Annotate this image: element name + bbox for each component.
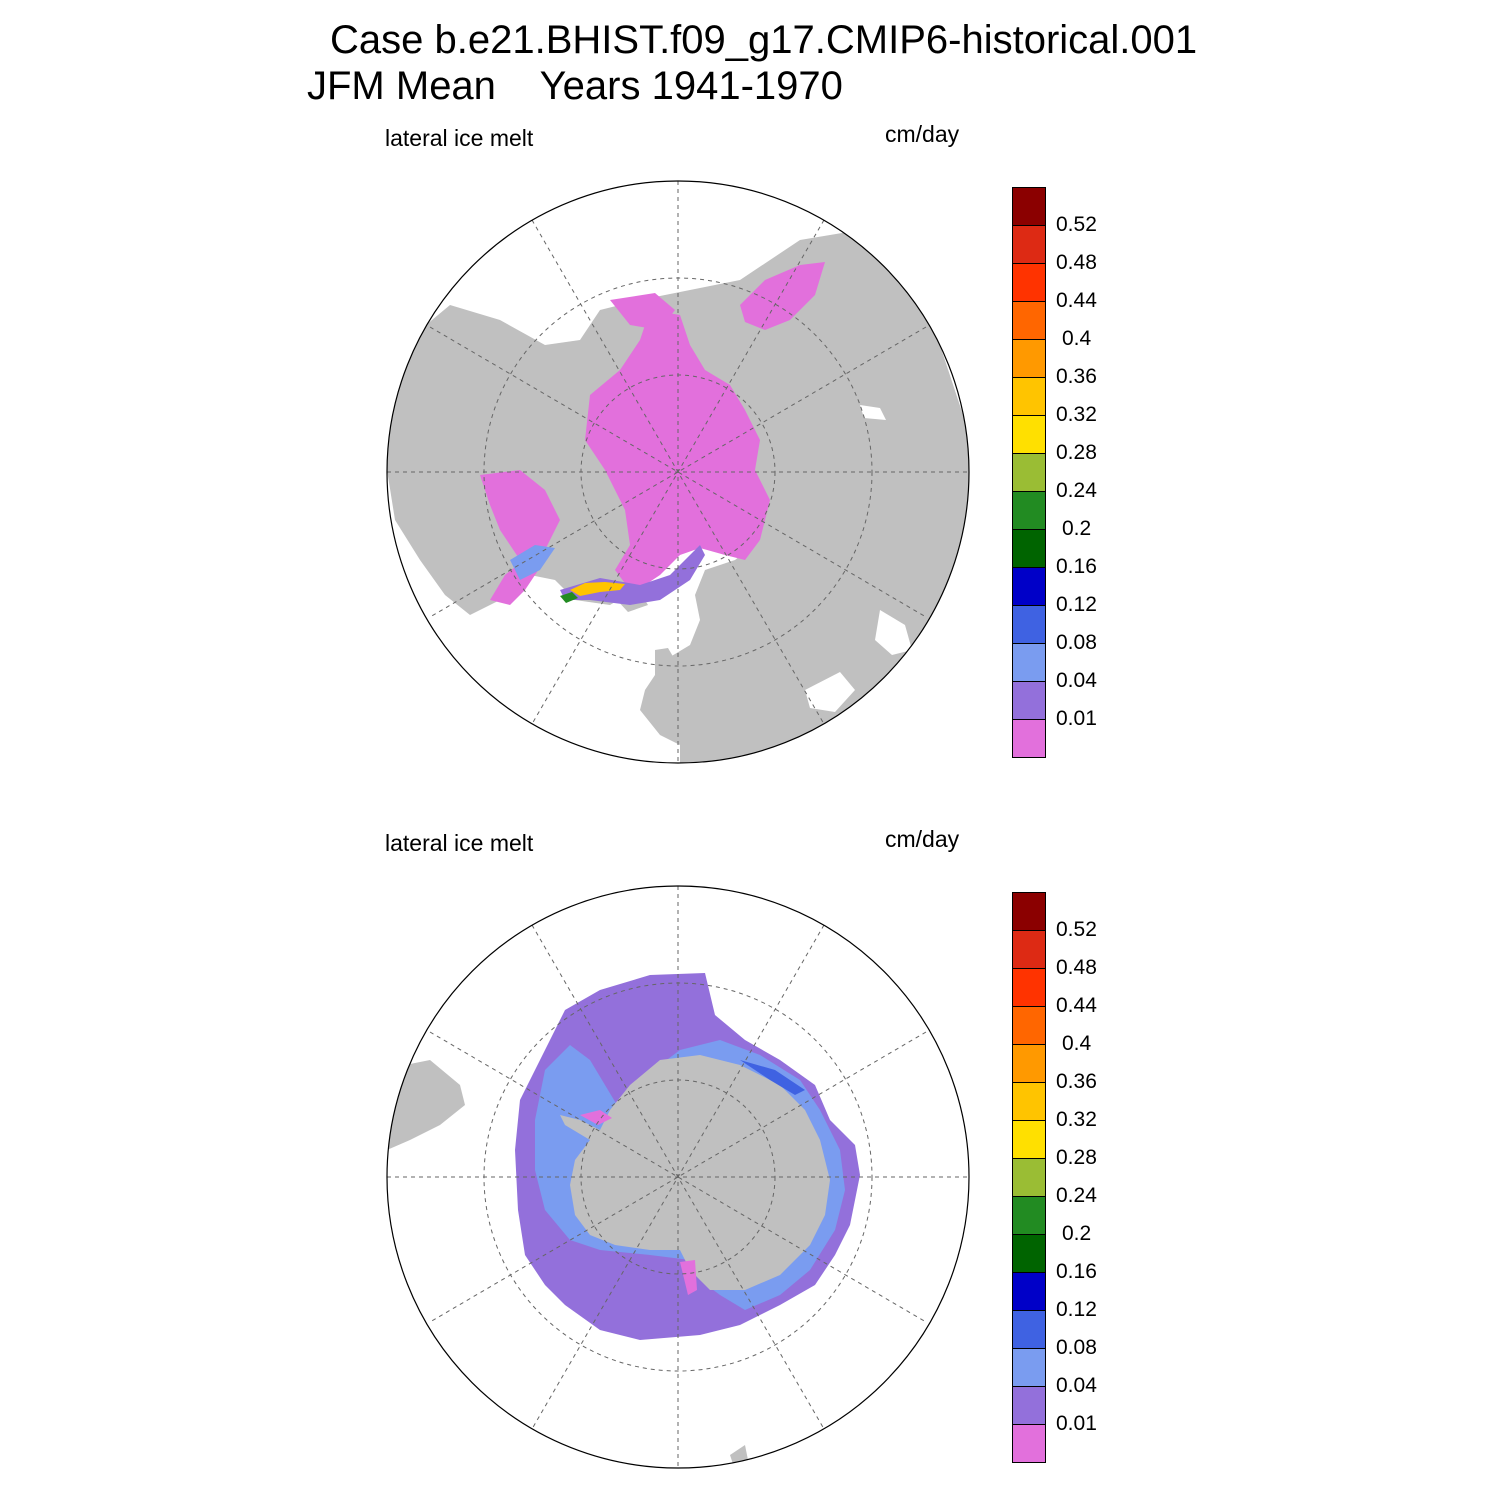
antarctic-graticule bbox=[387, 886, 969, 1468]
antarctic-variable-label: lateral ice melt bbox=[385, 830, 534, 856]
arctic-colorbar-tick-label: 0.48 bbox=[1056, 251, 1097, 274]
antarctic-colorbar-swatch bbox=[1012, 1006, 1046, 1045]
antarctic-ice-0.01-patch2 bbox=[680, 1260, 697, 1295]
antarctic-colorbar-tick-label: 0.01 bbox=[1056, 1412, 1097, 1435]
antarctic-colorbar-tick-label: 0.32 bbox=[1056, 1108, 1097, 1131]
antarctic-ice-0.12-edge bbox=[740, 1060, 805, 1095]
arctic-ice-0.01-baffin bbox=[480, 470, 560, 560]
antarctic-colorbar-tick-label: 0.2 bbox=[1062, 1222, 1092, 1245]
arctic-colorbar-tick-label: 0.32 bbox=[1056, 403, 1097, 426]
antarctic-map-border bbox=[386, 885, 970, 1469]
antarctic-colorbar-tick-label: 0.28 bbox=[1056, 1146, 1097, 1169]
antarctic-colorbar-swatch bbox=[1012, 1082, 1046, 1121]
antarctic-colorbar-tick-label: 0.12 bbox=[1056, 1298, 1097, 1321]
antarctic-colorbar-swatch bbox=[1012, 1196, 1046, 1235]
antarctic-colorbar-swatch bbox=[1012, 1234, 1046, 1273]
antarctica-land bbox=[560, 1055, 830, 1290]
arctic-colorbar-tick-label: 0.44 bbox=[1056, 289, 1097, 312]
antarctic-colorbar-tick-label: 0.08 bbox=[1056, 1336, 1097, 1359]
arctic-colorbar-tick-label: 0.12 bbox=[1056, 593, 1097, 616]
antarctic-colorbar-swatch bbox=[1012, 1310, 1046, 1349]
antarctic-colorbar-swatch bbox=[1012, 1158, 1046, 1197]
antarctic-colorbar-tick-label: 0.36 bbox=[1056, 1070, 1097, 1093]
antarctic-colorbar-swatch bbox=[1012, 892, 1046, 931]
arctic-colorbar-tick-label: 0.36 bbox=[1056, 365, 1097, 388]
arctic-colorbar-tick-label: 0.4 bbox=[1062, 327, 1092, 350]
arctic-colorbar-tick-label: 0.24 bbox=[1056, 479, 1097, 502]
arctic-ice-0.01-central bbox=[585, 310, 770, 590]
antarctic-colorbar-swatch bbox=[1012, 968, 1046, 1007]
arctic-colorbar-tick-label: 0.2 bbox=[1062, 517, 1092, 540]
arctic-ice-high-melt bbox=[570, 582, 625, 596]
arctic-colorbar-swatch bbox=[1012, 453, 1046, 492]
antarctic-colorbar-swatch bbox=[1012, 1424, 1046, 1463]
arctic-colorbar-swatch bbox=[1012, 225, 1046, 264]
sea-bay-2 bbox=[805, 672, 855, 712]
arctic-colorbar-swatch bbox=[1012, 529, 1046, 568]
south-america-land bbox=[387, 1060, 465, 1150]
arctic-units-label: cm/day bbox=[885, 121, 960, 147]
antarctic-colorbar-swatch bbox=[1012, 1044, 1046, 1083]
antarctic-ice-0.01-patch1 bbox=[580, 1110, 612, 1125]
antarctic-colorbar-swatch bbox=[1012, 1348, 1046, 1387]
arctic-ice-high-melt-edge bbox=[560, 592, 578, 603]
arctic-colorbar-tick-label: 0.52 bbox=[1056, 213, 1097, 236]
arctic-graticule bbox=[387, 181, 969, 763]
antarctic-colorbar-tick-label: 0.24 bbox=[1056, 1184, 1097, 1207]
arctic-colorbar-swatch bbox=[1012, 491, 1046, 530]
antarctic-colorbar-swatch bbox=[1012, 1272, 1046, 1311]
arctic-colorbar-swatch bbox=[1012, 263, 1046, 302]
figure-title-period: JFM Mean Years 1941-1970 bbox=[307, 64, 843, 108]
antarctic-colorbar-tick-label: 0.52 bbox=[1056, 918, 1097, 941]
arctic-colorbar-swatch bbox=[1012, 339, 1046, 378]
antarctic-colorbar-tick-label: 0.44 bbox=[1056, 994, 1097, 1017]
arctic-colorbar-tick-label: 0.08 bbox=[1056, 631, 1097, 654]
arctic-ice-0.01-bering bbox=[610, 293, 675, 330]
arctic-colorbar-tick-label: 0.16 bbox=[1056, 555, 1097, 578]
arctic-colorbar: 0.01 0.04 0.08 0.12 0.16 0.2 0.24 0.28 0.32 0.36 0… bbox=[1012, 187, 1132, 758]
sea-bay-3 bbox=[860, 405, 886, 420]
antarctic-colorbar-swatch bbox=[1012, 1120, 1046, 1159]
antarctic-colorbar: 0.01 0.04 0.08 0.12 0.16 0.2 0.24 0.28 0.32 0.36 0… bbox=[1012, 892, 1132, 1463]
figure-title-case: Case b.e21.BHIST.f09_g17.CMIP6-historica… bbox=[330, 18, 1198, 62]
arctic-colorbar-tick-label: 0.28 bbox=[1056, 441, 1097, 464]
arctic-ice-0.01-okhotsk bbox=[740, 262, 825, 330]
antarctic-colorbar-tick-label: 0.48 bbox=[1056, 956, 1097, 979]
arctic-map bbox=[386, 180, 970, 764]
arctic-colorbar-swatch bbox=[1012, 415, 1046, 454]
arctic-colorbar-tick-label: 0.01 bbox=[1056, 707, 1097, 730]
arctic-colorbar-swatch bbox=[1012, 681, 1046, 720]
arctic-variable-label: lateral ice melt bbox=[385, 125, 534, 151]
arctic-colorbar-swatch bbox=[1012, 567, 1046, 606]
antarctic-colorbar-swatch bbox=[1012, 930, 1046, 969]
antarctic-colorbar-tick-label: 0.16 bbox=[1056, 1260, 1097, 1283]
arctic-colorbar-swatch bbox=[1012, 301, 1046, 340]
antarctic-units-label: cm/day bbox=[885, 826, 960, 852]
arctic-ice-0.04-labrador bbox=[510, 545, 555, 580]
britain-land bbox=[650, 648, 678, 712]
arctic-colorbar-swatch bbox=[1012, 187, 1046, 226]
arctic-map-border bbox=[386, 180, 970, 764]
antarctic-colorbar-tick-label: 0.04 bbox=[1056, 1374, 1097, 1397]
antarctic-colorbar-swatch bbox=[1012, 1386, 1046, 1425]
arctic-colorbar-swatch bbox=[1012, 643, 1046, 682]
antarctic-map bbox=[386, 885, 970, 1469]
arctic-colorbar-swatch bbox=[1012, 605, 1046, 644]
antarctic-colorbar-tick-label: 0.4 bbox=[1062, 1032, 1092, 1055]
arctic-colorbar-tick-label: 0.04 bbox=[1056, 669, 1097, 692]
arctic-colorbar-swatch bbox=[1012, 377, 1046, 416]
arctic-colorbar-swatch bbox=[1012, 719, 1046, 758]
sea-bay-1 bbox=[875, 610, 912, 655]
